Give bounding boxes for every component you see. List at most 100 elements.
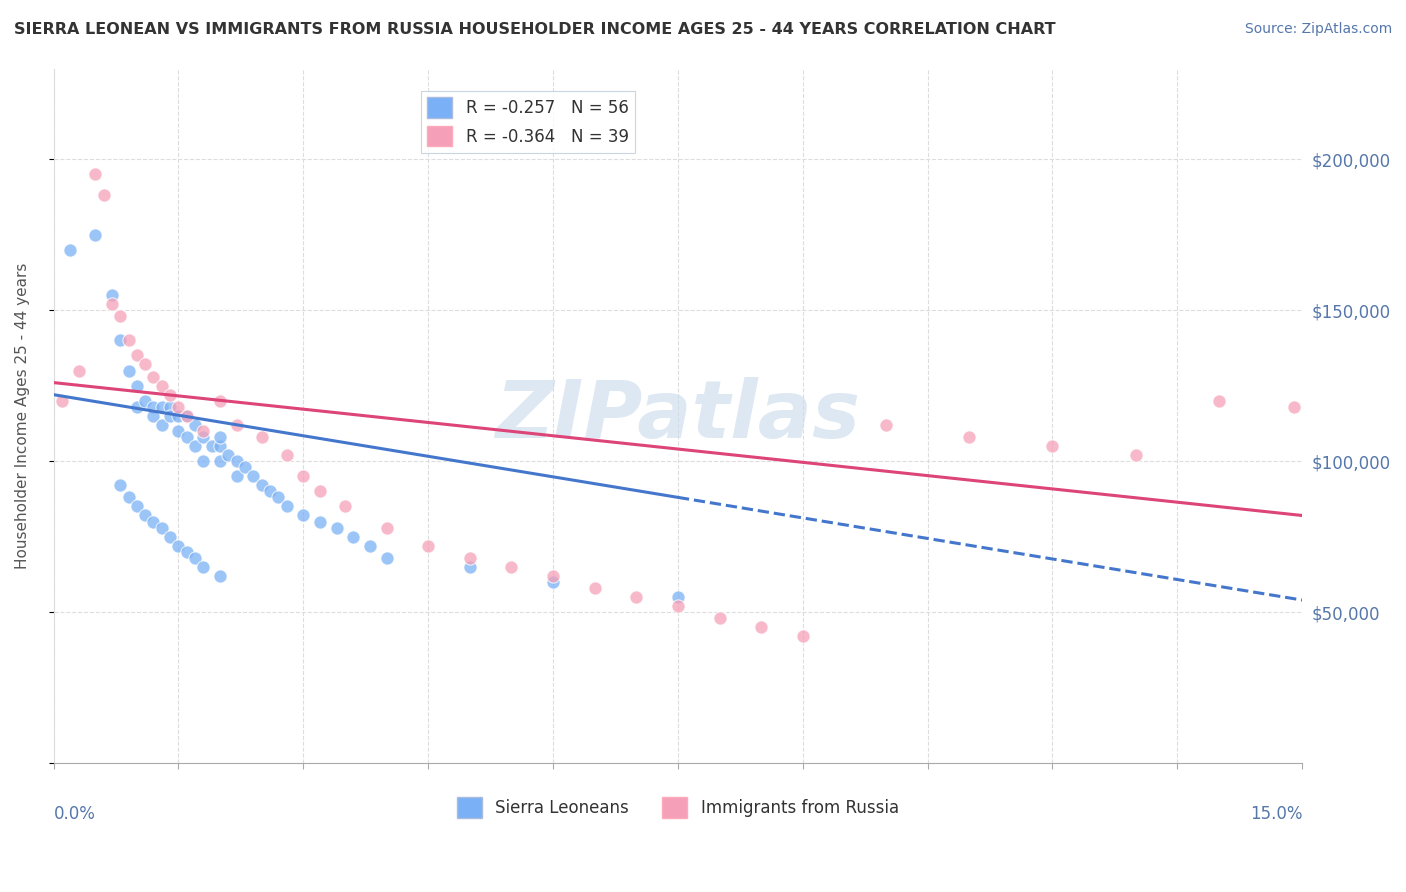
Point [142, 369, 165, 384]
Point [134, 508, 156, 523]
Point [108, 478, 131, 492]
Point [150, 520, 173, 534]
Point [1042, 439, 1064, 453]
Point [184, 439, 207, 453]
Point [176, 409, 198, 423]
Point [167, 400, 190, 414]
Point [749, 620, 772, 634]
Point [176, 545, 198, 559]
Point [201, 439, 224, 453]
Point [375, 550, 398, 565]
Point [501, 559, 523, 574]
Point [792, 629, 814, 643]
Point [108, 309, 131, 323]
Point [125, 348, 148, 362]
Point [418, 539, 440, 553]
Point [59, 243, 82, 257]
Point [209, 430, 232, 444]
Point [225, 417, 247, 432]
Point [333, 500, 356, 514]
Point [150, 417, 173, 432]
Text: SIERRA LEONEAN VS IMMIGRANTS FROM RUSSIA HOUSEHOLDER INCOME AGES 25 - 44 YEARS C: SIERRA LEONEAN VS IMMIGRANTS FROM RUSSIA… [14, 22, 1056, 37]
Point [159, 400, 181, 414]
Point [225, 454, 247, 468]
Point [957, 430, 980, 444]
Point [666, 599, 689, 613]
Point [217, 448, 239, 462]
Point [134, 358, 156, 372]
Point [117, 363, 139, 377]
Point [159, 409, 181, 423]
Point [233, 460, 256, 475]
Point [193, 424, 215, 438]
Point [342, 530, 364, 544]
Point [1282, 400, 1305, 414]
Y-axis label: Householder Income Ages 25 - 44 years: Householder Income Ages 25 - 44 years [15, 262, 30, 569]
Point [209, 439, 232, 453]
Point [309, 515, 332, 529]
Point [125, 378, 148, 392]
Point [309, 484, 332, 499]
Point [242, 469, 264, 483]
Point [541, 574, 564, 589]
Text: Source: ZipAtlas.com: Source: ZipAtlas.com [1244, 22, 1392, 37]
Point [150, 378, 173, 392]
Point [583, 581, 606, 595]
Point [159, 387, 181, 401]
Point [875, 417, 897, 432]
Point [51, 393, 73, 408]
Point [101, 297, 124, 311]
Point [250, 430, 273, 444]
Point [1208, 393, 1230, 408]
Point [125, 500, 148, 514]
Point [125, 400, 148, 414]
Point [325, 520, 347, 534]
Point [184, 550, 207, 565]
Point [209, 393, 232, 408]
Point [209, 454, 232, 468]
Point [93, 188, 115, 202]
Point [134, 393, 156, 408]
Point [292, 469, 315, 483]
Point [167, 424, 190, 438]
Point [84, 167, 107, 181]
Point [117, 491, 139, 505]
Point [67, 363, 90, 377]
Point [167, 409, 190, 423]
Point [1125, 448, 1147, 462]
Point [225, 469, 247, 483]
Point [108, 334, 131, 348]
Point [666, 590, 689, 604]
Point [541, 569, 564, 583]
Text: 0.0%: 0.0% [53, 805, 96, 822]
Point [184, 417, 207, 432]
Point [359, 539, 381, 553]
Point [267, 491, 290, 505]
Point [276, 500, 298, 514]
Point [458, 559, 481, 574]
Point [117, 334, 139, 348]
Point [167, 539, 190, 553]
Point [150, 400, 173, 414]
Point [101, 288, 124, 302]
Point [142, 515, 165, 529]
Point [142, 400, 165, 414]
Point [84, 227, 107, 242]
Point [193, 454, 215, 468]
Point [709, 611, 731, 625]
Point [193, 559, 215, 574]
Point [142, 409, 165, 423]
Point [259, 484, 281, 499]
Point [159, 530, 181, 544]
Point [458, 550, 481, 565]
Text: ZIPatlas: ZIPatlas [495, 376, 860, 455]
Point [176, 430, 198, 444]
Point [176, 409, 198, 423]
Point [375, 520, 398, 534]
Point [292, 508, 315, 523]
Point [209, 569, 232, 583]
Point [626, 590, 648, 604]
Point [193, 430, 215, 444]
Point [276, 448, 298, 462]
Point [250, 478, 273, 492]
